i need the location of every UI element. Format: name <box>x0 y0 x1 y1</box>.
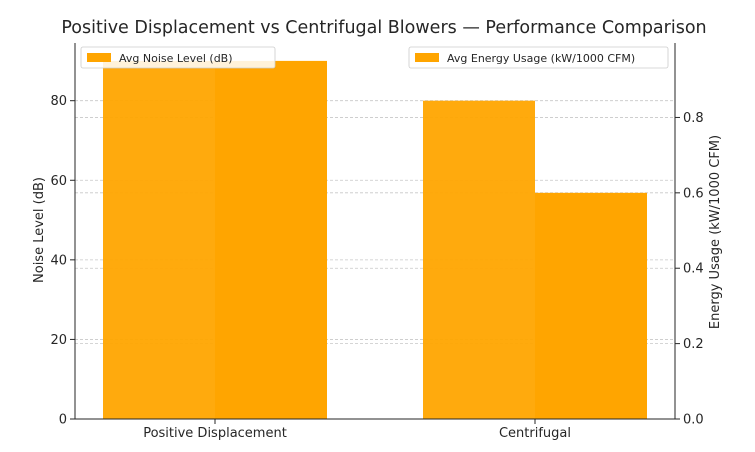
tick-label-left-80: 80 <box>50 94 67 109</box>
tick-label-left-60: 60 <box>50 174 67 189</box>
legend-box <box>80 46 276 69</box>
chart-title: Positive Displacement vs Centrifugal Blo… <box>61 18 706 38</box>
legend-box <box>408 46 669 69</box>
y-axis-left-label: Noise Level (dB) <box>32 177 47 283</box>
tick-label-left-20: 20 <box>50 333 67 348</box>
tick-label-right-0.8: 0.8 <box>683 111 704 126</box>
tick-label-right-0.4: 0.4 <box>683 262 704 277</box>
legend-noise: Avg Noise Level (dB) <box>80 46 276 69</box>
bar-noise-0 <box>103 60 215 420</box>
tick-label-right-0.6: 0.6 <box>683 186 704 201</box>
plot-area: 0 20 40 60 80 0.0 0.2 0.4 0.6 0.8 Positive Displac… <box>50 43 704 441</box>
category-label-1: Centrifugal <box>499 426 571 441</box>
category-label-0: Positive Displacement <box>143 426 287 441</box>
legend-energy: Avg Energy Usage (kW/1000 CFM) <box>408 46 669 69</box>
legend-swatch <box>87 53 111 62</box>
tick-label-left-0: 0 <box>59 413 67 428</box>
legend-swatch <box>415 53 439 62</box>
bar-noise-1 <box>423 100 535 420</box>
tick-label-right-0.2: 0.2 <box>683 337 704 352</box>
bar-energy-0 <box>215 60 327 420</box>
tick-label-right-0.0: 0.0 <box>683 413 704 428</box>
y-axis-right-label: Energy Usage (kW/1000 CFM) <box>708 135 723 329</box>
tick-label-left-40: 40 <box>50 253 67 268</box>
legend-label: Avg Noise Level (dB) <box>119 52 233 65</box>
bar-energy-1 <box>535 192 647 419</box>
legend-label: Avg Energy Usage (kW/1000 CFM) <box>447 52 635 65</box>
